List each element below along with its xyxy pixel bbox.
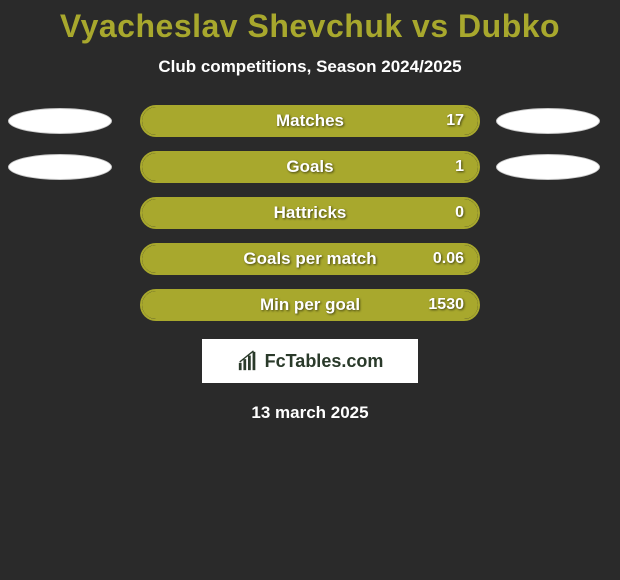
comparison-infographic: Vyacheslav Shevchuk vs Dubko Club compet…: [0, 0, 620, 423]
stat-value: 0.06: [433, 250, 464, 268]
chart-icon: [237, 350, 259, 372]
date-text: 13 march 2025: [0, 403, 620, 423]
stat-label: Min per goal: [260, 295, 360, 315]
stat-bar: Matches 17: [140, 105, 480, 137]
stat-bar: Hattricks 0: [140, 197, 480, 229]
stat-value: 1530: [428, 296, 464, 314]
stat-label: Hattricks: [274, 203, 347, 223]
stat-bar: Min per goal 1530: [140, 289, 480, 321]
player-left-marker: [8, 154, 112, 180]
stat-bar: Goals 1: [140, 151, 480, 183]
stat-bar: Goals per match 0.06: [140, 243, 480, 275]
bars-container: Matches 17 Goals 1 Hattricks 0 Goals per match…: [0, 105, 620, 321]
stat-row: Goals per match 0.06: [0, 243, 620, 275]
stat-row: Hattricks 0: [0, 197, 620, 229]
stat-label: Goals per match: [243, 249, 376, 269]
stat-value: 1: [455, 158, 464, 176]
player-right-marker: [496, 108, 600, 134]
stat-row: Matches 17: [0, 105, 620, 137]
player-left-marker: [8, 108, 112, 134]
stat-label: Goals: [286, 157, 333, 177]
source-logo: FcTables.com: [202, 339, 418, 383]
stat-row: Goals 1: [0, 151, 620, 183]
stat-row: Min per goal 1530: [0, 289, 620, 321]
page-title: Vyacheslav Shevchuk vs Dubko: [0, 8, 620, 45]
stat-value: 17: [446, 112, 464, 130]
stat-label: Matches: [276, 111, 344, 131]
subtitle: Club competitions, Season 2024/2025: [0, 57, 620, 77]
logo-text: FcTables.com: [265, 351, 384, 372]
stat-value: 0: [455, 204, 464, 222]
player-right-marker: [496, 154, 600, 180]
